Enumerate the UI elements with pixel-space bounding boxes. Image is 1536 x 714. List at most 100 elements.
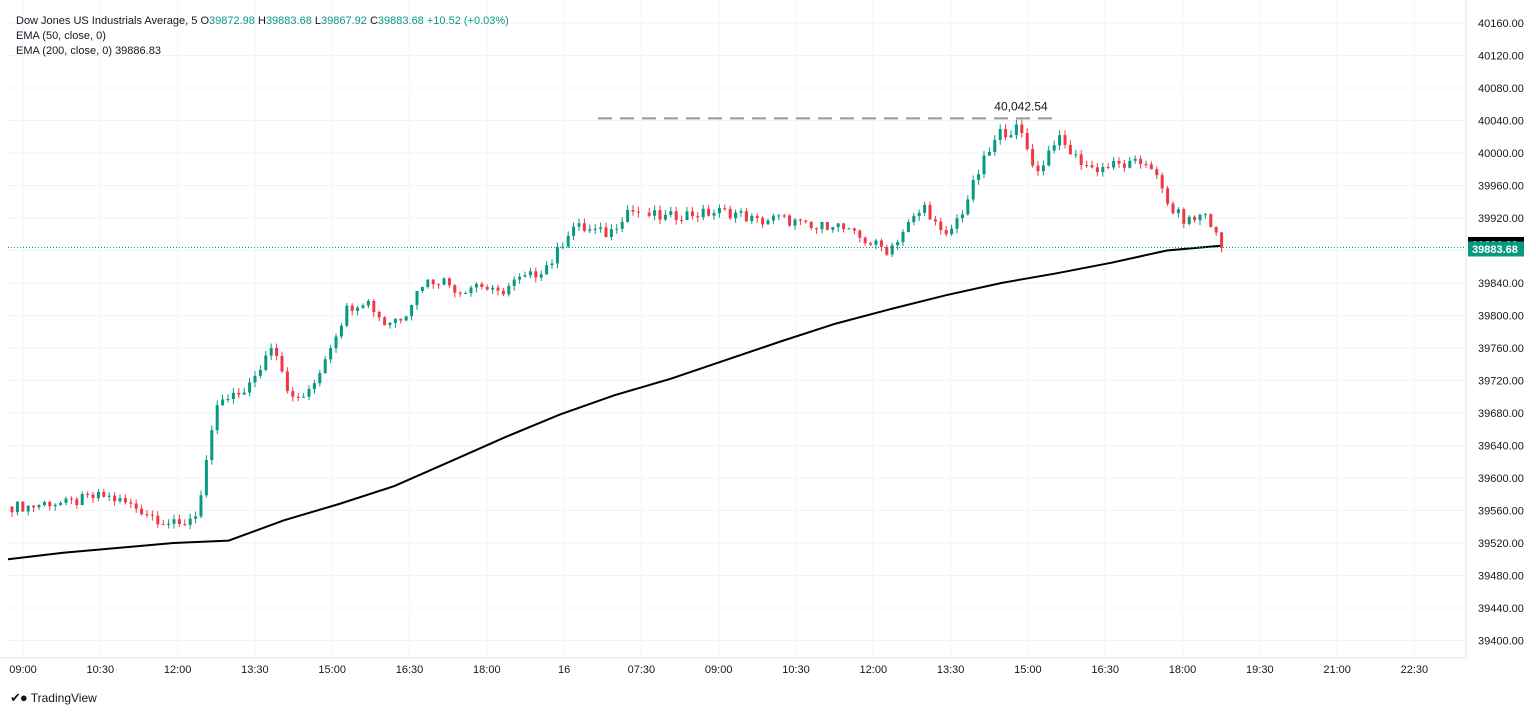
candle-body [1095,167,1099,173]
candle-body [496,287,500,291]
candle-body [831,227,835,230]
candle-body [815,227,819,230]
candle-body [609,229,613,237]
candle-body [647,212,651,216]
ema-200-path [7,244,1223,561]
candle-body [1193,216,1197,221]
legend-ohlc-row: Dow Jones US Industrials Average, 5 O398… [16,14,509,29]
candle-body [1079,154,1083,166]
candle-body [1203,214,1207,216]
candle-body [653,210,657,216]
legend-open-value: 39872.98 [209,15,255,27]
ema-200-line [7,244,1223,561]
candle-body [707,208,711,216]
x-tick-label: 18:00 [473,664,501,676]
x-tick-label: 19:30 [1246,664,1274,676]
candle-body [447,278,451,286]
candle-body [680,219,684,221]
candle-body [393,318,397,323]
y-tick-label: 39400.00 [1478,636,1524,648]
candle-body [1058,135,1062,146]
legend-ema200-row[interactable]: EMA (200, close, 0) 39886.83 [16,44,509,59]
time-axis[interactable]: 09:00 10:30 12:00 13:30 15:00 16:30 18:00 16 07:… [0,657,1466,676]
candle-body [658,210,662,220]
candle-body [1160,175,1164,189]
candle-body [1133,158,1137,161]
price-axis[interactable]: 39400.00 39440.00 39480.00 39520.00 39560.00… [1465,0,1524,658]
candle-body [356,307,360,311]
candle-body [550,263,554,266]
candlestick-series [10,119,1224,530]
x-tick-label: 13:30 [241,664,269,676]
candle-body [847,228,851,230]
candle-body [663,214,667,220]
candle-body [1128,160,1132,168]
candle-body [453,285,457,293]
candle-body [728,208,732,219]
x-tick-label: 22:30 [1401,664,1429,676]
candle-body [172,519,176,524]
x-tick-label: 12:00 [164,664,192,676]
candle-body [912,215,916,223]
candle-body [188,518,192,525]
candle-body [512,279,516,286]
candle-body [134,503,138,509]
candle-body [485,286,489,290]
candle-body [852,228,856,231]
candle-body [998,129,1002,140]
candle-body [399,318,403,321]
candle-body [339,325,343,337]
candle-body [1220,232,1224,248]
candle-body [1187,216,1191,224]
candle-body [1198,214,1202,221]
x-tick-label: 07:30 [628,664,656,676]
candle-body [1063,135,1067,145]
candle-body [593,228,597,230]
x-tick-label: 16:30 [1091,664,1119,676]
candle-body [280,355,284,372]
candle-body [458,292,462,294]
candle-body [275,347,279,356]
legend-high-label: H [257,15,266,27]
x-tick-label: 13:30 [937,664,965,676]
candle-body [874,240,878,245]
candle-body [766,220,770,225]
candle-body [199,495,203,517]
candle-body [588,229,592,231]
candle-body [717,208,721,214]
candle-body [334,336,338,349]
x-tick-label: 15:00 [318,664,346,676]
legend-open-label: O [200,15,210,27]
candle-body [696,216,700,218]
candle-body [377,312,381,318]
candle-body [21,501,25,512]
candle-body [302,396,306,398]
y-tick-label: 39440.00 [1478,603,1524,615]
x-tick-label: 10:30 [87,664,115,676]
legend-low-label: L [314,15,322,27]
candle-body [858,230,862,238]
candle-body [690,211,694,217]
candle-body [901,231,905,243]
candle-body [950,228,954,235]
candle-body [809,221,813,228]
candle-body [161,524,165,526]
candle-body [269,347,273,356]
y-tick-label: 39960.00 [1478,181,1524,193]
candle-body [242,392,246,395]
candle-body [771,215,775,221]
legend-symbol[interactable]: Dow Jones US Industrials Average, 5 [16,15,198,27]
tradingview-brand[interactable]: ✔● TradingView [10,690,97,706]
candle-body [167,523,171,525]
legend-ema200: EMA (200, close, 0) [16,45,112,57]
candle-body [1122,163,1126,168]
legend-ema50-row[interactable]: EMA (50, close, 0) [16,29,509,44]
candle-body [1047,150,1051,166]
candle-body [896,242,900,246]
candle-body [1004,129,1008,138]
legend-low-value: 39867.92 [321,15,367,27]
high-marker-label: 40,042.54 [994,99,1048,113]
y-tick-label: 40040.00 [1478,116,1524,128]
candle-body [793,219,797,226]
